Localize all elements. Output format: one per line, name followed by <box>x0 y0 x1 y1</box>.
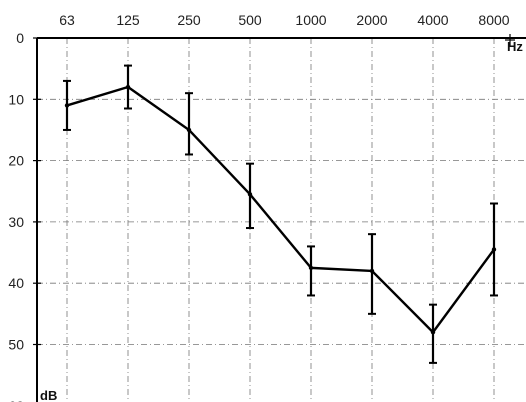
x-tick-label: 8000 <box>478 12 509 28</box>
y-tick-labels: 0 10 20 30 40 50 60 <box>8 30 24 402</box>
x-tick-label: 63 <box>59 12 75 28</box>
x-tick-label: 2000 <box>356 12 387 28</box>
y-tick-label: 60 <box>8 398 24 402</box>
y-tick-label: 50 <box>8 337 24 353</box>
y-tick-label: 0 <box>16 30 24 46</box>
y-tick-label: 20 <box>8 153 24 169</box>
x-tick-label: 250 <box>177 12 201 28</box>
x-tick-labels: 63 125 250 500 1000 2000 4000 8000 <box>59 12 510 28</box>
data-point <box>369 268 375 274</box>
data-point <box>247 192 253 197</box>
data-point <box>430 330 436 335</box>
x-tick-label: 500 <box>238 12 262 28</box>
x-unit-label: Hz <box>507 39 523 54</box>
data-line <box>66 85 495 334</box>
data-point <box>308 265 314 271</box>
data-point <box>491 247 497 252</box>
data-point <box>186 127 192 133</box>
x-tick-label: 125 <box>116 12 140 28</box>
plot-frame <box>33 34 526 402</box>
series-line <box>66 85 495 334</box>
data-point <box>64 103 70 108</box>
data-points <box>64 84 497 335</box>
y-tick-label: 30 <box>8 214 24 230</box>
y-tick-label: 10 <box>8 91 24 107</box>
error-bars <box>63 64 498 364</box>
x-tick-label: 1000 <box>295 12 326 28</box>
data-point <box>125 84 131 90</box>
y-unit-label: dB <box>40 388 57 402</box>
x-tick-label: 4000 <box>417 12 448 28</box>
y-tick-label: 40 <box>8 275 24 291</box>
